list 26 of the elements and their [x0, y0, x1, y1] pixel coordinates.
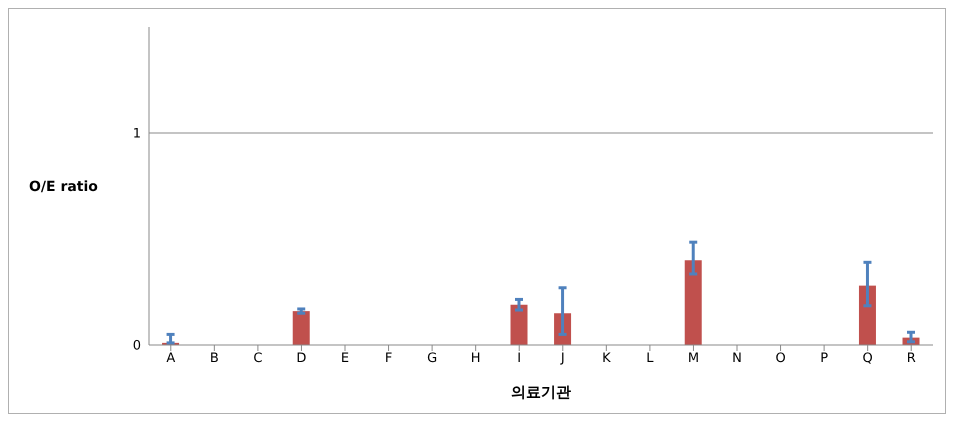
bar	[858, 286, 876, 345]
x-tick-label: Q	[862, 351, 873, 366]
x-tick-label: P	[820, 351, 828, 366]
bar	[510, 304, 528, 345]
x-tick-label: O	[775, 351, 786, 366]
x-tick-label: N	[732, 351, 742, 366]
x-tick-label: L	[646, 351, 654, 366]
bar	[684, 260, 702, 345]
x-tick-label: R	[906, 351, 916, 366]
x-tick-label: I	[517, 351, 522, 366]
x-tick-label: K	[602, 351, 612, 366]
x-tick-label: E	[340, 351, 350, 366]
x-axis-title: 의료기관	[511, 383, 571, 401]
y-tick-label: 1	[132, 126, 141, 142]
y-axis-title: O/E ratio	[29, 178, 98, 195]
y-tick-label: 0	[132, 338, 141, 354]
x-tick-label: D	[296, 351, 306, 366]
bar	[292, 311, 310, 345]
x-tick-label: G	[427, 351, 438, 366]
x-tick-label: B	[210, 351, 219, 366]
x-tick-label: H	[470, 351, 481, 366]
x-tick-label: M	[688, 351, 700, 366]
x-tick-label: C	[253, 351, 262, 366]
x-tick-label: A	[166, 351, 176, 366]
x-tick-label: J	[560, 351, 565, 366]
x-tick-label: F	[384, 351, 392, 366]
